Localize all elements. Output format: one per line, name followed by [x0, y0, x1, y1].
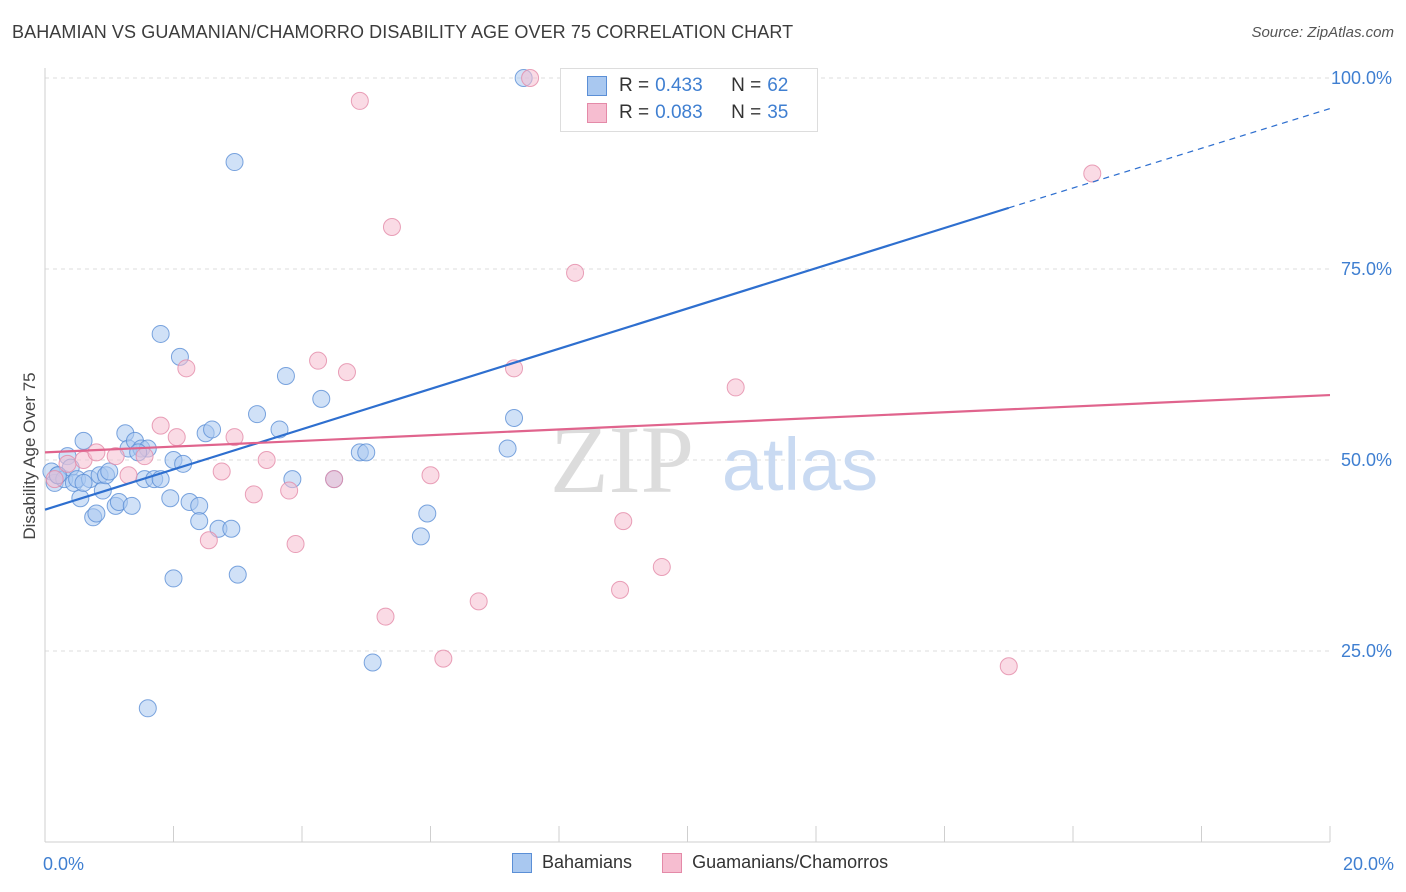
n-value: 62 — [767, 75, 789, 96]
guamanian-point — [350, 91, 369, 110]
guamanian-point — [521, 69, 540, 87]
guamanian-point — [199, 531, 218, 550]
bahamian-point — [248, 405, 267, 424]
r-label: R = — [619, 102, 650, 123]
guamanian-point — [421, 466, 440, 485]
bahamian-point — [203, 420, 222, 439]
guamanian-trend-line — [44, 393, 1331, 454]
bahamian-point — [418, 504, 437, 523]
bahamian-point — [190, 512, 209, 531]
r-label: R = — [619, 75, 650, 96]
chart-source: Source: ZipAtlas.com — [1251, 24, 1394, 41]
guamanian-point — [376, 607, 395, 626]
guamanian-point — [167, 428, 186, 447]
n-value: 35 — [767, 102, 789, 123]
guamanian-point — [614, 512, 633, 531]
bahamian-point — [225, 153, 244, 172]
bahamian-point — [498, 439, 517, 458]
guamanian-point — [726, 378, 745, 397]
legend-label: Guamanians/Chamorros — [692, 852, 889, 872]
guamanian-point — [382, 217, 401, 236]
guamanian-point — [1083, 164, 1102, 183]
y-axis-label: Disability Age Over 75 — [20, 372, 39, 540]
guamanian-point — [325, 470, 344, 489]
legend-row-bahamians: R = 0.433 N = 62 — [587, 73, 788, 99]
bahamian-point — [100, 462, 119, 481]
guamanian-point — [244, 485, 263, 504]
bahamian-trend-line — [44, 206, 1010, 511]
y-tick-label: 25.0% — [1341, 641, 1392, 661]
legend-swatch-pink — [662, 852, 683, 873]
guamanian-point — [652, 557, 671, 576]
legend-item-bahamians[interactable]: Bahamians — [512, 852, 632, 873]
legend-label: Bahamians — [542, 852, 633, 872]
bahamian-point — [122, 496, 141, 515]
guamanian-point — [151, 416, 170, 435]
watermark: ZIP atlas — [550, 406, 878, 513]
guamanian-point — [469, 592, 488, 611]
bahamian-point — [505, 408, 524, 427]
r-value: 0.433 — [655, 75, 703, 96]
bahamian-point — [357, 443, 376, 462]
x-tick-label: 20.0% — [1343, 854, 1394, 874]
guamanian-point — [611, 580, 630, 599]
series-legend: Bahamians Guamanians/Chamorros — [512, 852, 918, 873]
guamanian-point — [87, 443, 106, 462]
guamanian-point — [45, 470, 64, 489]
guamanian-point — [257, 451, 276, 469]
bahamian-point — [161, 489, 180, 508]
bahamian-point — [411, 527, 430, 546]
guamanian-point — [212, 462, 231, 481]
tick-labels: 25.0% 50.0% 75.0% 100.0% 0.0% 20.0% — [43, 68, 1394, 874]
guamanian-point — [286, 535, 305, 554]
guamanian-point — [177, 359, 196, 378]
correlation-legend: R = 0.433 N = 62 R = 0.083 N = 35 — [560, 68, 818, 132]
guamanian-point — [106, 447, 125, 466]
bahamian-point — [270, 420, 289, 439]
bahamian-point — [74, 473, 93, 492]
bahamian-point — [363, 653, 382, 672]
bahamian-point — [87, 504, 106, 523]
guamanian-point — [225, 428, 244, 447]
axes — [44, 68, 1331, 843]
r-value: 0.083 — [655, 102, 703, 123]
x-tick-label: 0.0% — [43, 854, 84, 874]
watermark-atlas: atlas — [722, 423, 878, 506]
n-label: N = — [731, 75, 762, 96]
bahamian-trend-extension — [1008, 107, 1331, 209]
chart-title: BAHAMIAN VS GUAMANIAN/CHAMORRO DISABILIT… — [12, 22, 794, 42]
bahamian-point — [151, 324, 170, 343]
guamanian-point — [999, 657, 1018, 676]
legend-swatch-blue — [587, 76, 607, 96]
guamanian-point — [434, 649, 453, 668]
y-tick-label: 75.0% — [1341, 259, 1392, 279]
legend-swatch-pink — [587, 103, 607, 123]
guamanian-point — [337, 363, 356, 382]
bahamian-point — [74, 431, 93, 450]
y-tick-label: 50.0% — [1341, 450, 1392, 470]
legend-row-guamanians: R = 0.083 N = 35 — [587, 100, 788, 126]
guamanian-point — [135, 447, 154, 466]
n-label: N = — [731, 102, 762, 123]
guamanian-point — [58, 454, 77, 473]
bahamian-point — [228, 565, 247, 584]
bahamian-point — [222, 519, 241, 538]
bahamian-point — [312, 389, 331, 408]
legend-item-guamanians[interactable]: Guamanians/Chamorros — [662, 852, 888, 873]
legend-swatch-blue — [512, 852, 532, 873]
bahamian-point — [164, 569, 183, 588]
guamanian-point — [309, 351, 328, 370]
bahamian-point — [138, 699, 157, 718]
guamanian-point — [566, 263, 585, 282]
watermark-zip: ZIP — [550, 406, 694, 513]
trend-lines — [44, 107, 1331, 511]
bahamian-point — [276, 366, 295, 385]
guamanian-point — [280, 481, 299, 500]
bahamian-point — [190, 496, 209, 515]
data-points — [42, 69, 1102, 718]
y-tick-label: 100.0% — [1331, 68, 1392, 88]
